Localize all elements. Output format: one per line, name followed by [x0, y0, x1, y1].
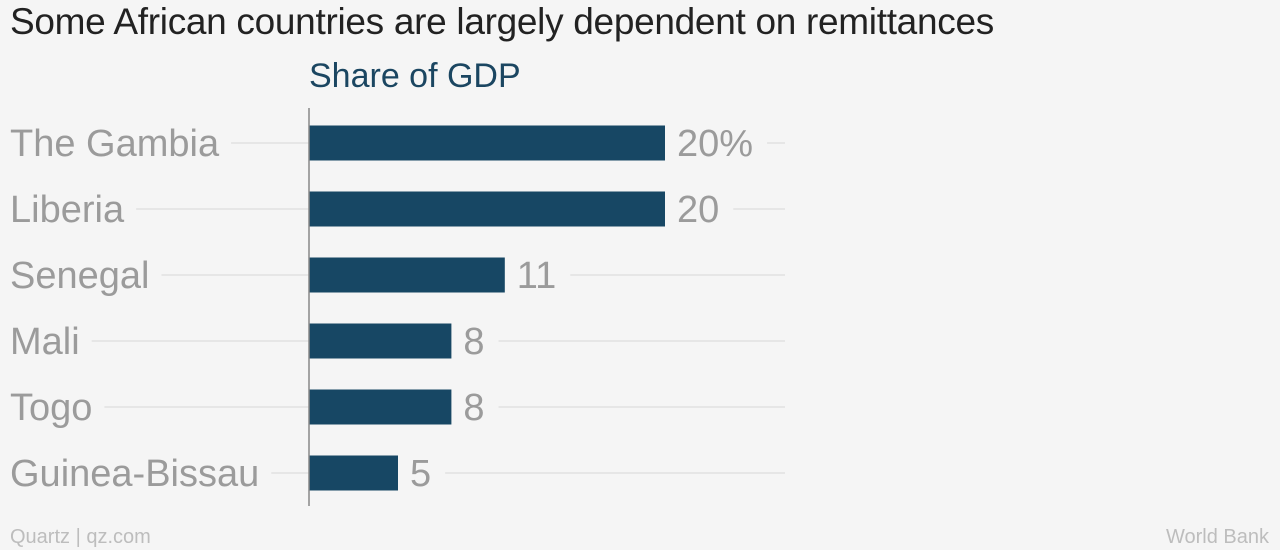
category-label: Togo — [10, 387, 92, 429]
chart-subtitle: Share of GDP — [309, 57, 521, 95]
value-label: 8 — [463, 387, 484, 429]
value-label: 5 — [410, 453, 431, 495]
value-label: 20% — [677, 123, 753, 165]
category-label: Senegal — [10, 255, 149, 297]
category-label: Guinea-Bissau — [10, 453, 259, 495]
labels: The Gambia 20% Liberia 20 Senegal 11 Mali 8 Togo… — [10, 123, 753, 495]
footer-source: World Bank — [1165, 526, 1269, 548]
bar — [309, 125, 665, 161]
value-label: 8 — [463, 321, 484, 363]
gridlines — [91, 142, 785, 474]
category-label: Liberia — [10, 189, 125, 231]
bar — [309, 323, 452, 359]
bar — [309, 257, 505, 293]
bar — [309, 389, 452, 425]
bar — [309, 191, 665, 227]
bars — [309, 125, 665, 491]
category-label: Mali — [10, 321, 80, 363]
chart-title: Some African countries are largely depen… — [10, 1, 994, 42]
value-label: 20 — [677, 189, 719, 231]
category-label: The Gambia — [10, 123, 220, 165]
value-label: 11 — [517, 255, 556, 297]
footer-credit: Quartz | qz.com — [10, 526, 151, 548]
bar — [309, 455, 398, 491]
